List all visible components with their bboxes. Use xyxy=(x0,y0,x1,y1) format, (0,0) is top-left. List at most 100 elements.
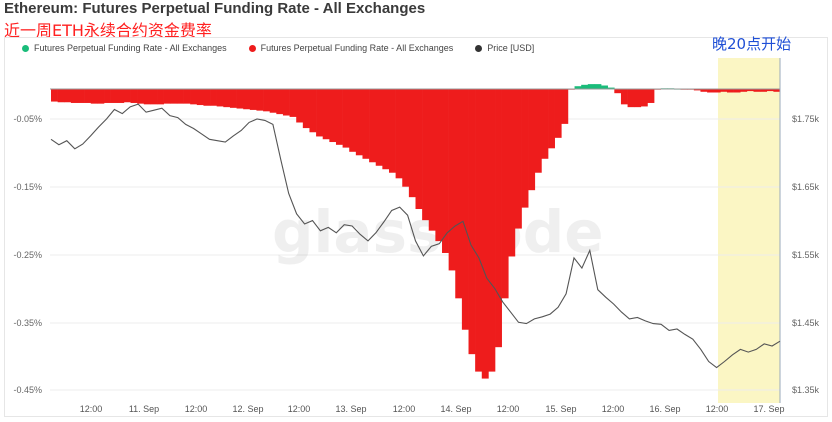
funding-bar xyxy=(362,89,370,159)
funding-bar xyxy=(554,89,562,138)
funding-bar xyxy=(740,89,748,92)
right-tick-label: $1.45k xyxy=(792,318,820,328)
funding-bar xyxy=(760,89,768,92)
funding-bar xyxy=(143,89,151,105)
funding-bar xyxy=(84,89,92,103)
funding-bar xyxy=(561,89,569,124)
funding-bar xyxy=(455,89,463,299)
funding-bar xyxy=(57,89,65,103)
funding-bar xyxy=(647,89,655,103)
grid xyxy=(50,118,780,391)
funding-bar xyxy=(422,89,430,221)
funding-bar xyxy=(196,89,204,106)
x-tick-label: 15. Sep xyxy=(545,404,576,414)
funding-bar xyxy=(289,89,297,117)
funding-bar xyxy=(415,89,423,210)
funding-bar xyxy=(534,89,542,173)
funding-bar xyxy=(607,87,615,89)
x-tick-label: 14. Sep xyxy=(440,404,471,414)
funding-bar xyxy=(335,89,343,145)
funding-bar xyxy=(229,89,237,108)
funding-bar xyxy=(309,89,317,133)
funding-bar xyxy=(170,89,178,104)
legend-dot-icon xyxy=(248,44,256,52)
x-axis: 12:00 11. Sep 12:00 12. Sep 12:00 13. Sep 12:0… xyxy=(80,404,785,414)
funding-bar xyxy=(183,89,191,104)
funding-bar xyxy=(408,89,416,198)
funding-bar xyxy=(495,89,502,348)
annotation-callout: 晚20点开始 xyxy=(712,35,792,53)
funding-bar xyxy=(720,89,728,92)
right-tick-label: $1.35k xyxy=(792,385,820,395)
funding-bar xyxy=(249,89,257,110)
x-tick-label: 12:00 xyxy=(185,404,208,414)
funding-bar xyxy=(581,84,589,89)
funding-bar xyxy=(475,89,483,372)
left-tick-label: -0.05% xyxy=(13,114,42,124)
funding-bar xyxy=(302,89,310,129)
funding-bar xyxy=(117,89,125,103)
funding-bar xyxy=(528,89,536,191)
funding-bar xyxy=(123,89,131,103)
funding-bar xyxy=(349,89,357,152)
funding-bar xyxy=(521,89,529,208)
right-tick-label: $1.65k xyxy=(792,182,820,192)
funding-bar xyxy=(243,89,251,110)
left-tick-label: -0.15% xyxy=(13,182,42,192)
funding-bar xyxy=(773,89,781,92)
funding-bar xyxy=(620,89,628,105)
funding-bar xyxy=(296,89,304,123)
funding-bar xyxy=(70,89,78,103)
x-tick-label: 16. Sep xyxy=(649,404,680,414)
funding-bar xyxy=(574,86,582,89)
legend-label: Price [USD] xyxy=(487,43,535,53)
funding-bar xyxy=(435,89,443,242)
funding-bar xyxy=(501,89,509,299)
funding-bar xyxy=(733,89,741,93)
funding-bar xyxy=(746,89,754,92)
x-tick-label: 11. Sep xyxy=(129,404,159,414)
right-axis: $1.75k $1.65k $1.55k $1.45k $1.35k xyxy=(792,114,820,395)
funding-bar xyxy=(508,89,516,257)
legend-dot-icon xyxy=(475,44,483,52)
funding-bar xyxy=(693,89,701,91)
funding-bar xyxy=(700,89,708,92)
legend-item-funding-negative[interactable]: Futures Perpetual Funding Rate - All Exc… xyxy=(248,43,453,53)
left-tick-label: -0.35% xyxy=(13,318,42,328)
funding-bar xyxy=(97,89,105,104)
funding-bar xyxy=(382,89,390,170)
funding-bar xyxy=(157,89,164,105)
funding-bar xyxy=(587,84,595,89)
funding-bar xyxy=(594,84,602,89)
chart-subtitle: 近一周ETH永续合约资金费率 xyxy=(4,21,212,40)
chart-title: Ethereum: Futures Perpetual Funding Rate… xyxy=(4,0,426,17)
funding-bar xyxy=(137,89,145,104)
funding-bar xyxy=(640,89,648,107)
funding-bar xyxy=(369,89,377,163)
funding-bar xyxy=(707,89,715,93)
funding-bar xyxy=(210,89,217,106)
right-tick-label: $1.55k xyxy=(792,250,820,260)
legend[interactable]: Futures Perpetual Funding Rate - All Exc… xyxy=(22,43,534,53)
funding-bar xyxy=(329,89,337,143)
funding-bar xyxy=(163,89,171,104)
funding-bar xyxy=(269,89,277,113)
legend-item-price[interactable]: Price [USD] xyxy=(475,43,534,53)
funding-bar xyxy=(77,89,85,103)
funding-bar xyxy=(375,89,383,166)
left-axis: -0.05% -0.15% -0.25% -0.35% -0.45% xyxy=(13,114,42,395)
funding-bar xyxy=(104,89,111,103)
x-tick-label: 12:00 xyxy=(288,404,311,414)
funding-bar xyxy=(388,89,396,173)
funding-bar xyxy=(448,89,456,271)
funding-bar xyxy=(514,89,522,229)
funding-bar xyxy=(753,89,761,92)
x-tick-label: 12:00 xyxy=(497,404,520,414)
funding-bar xyxy=(276,89,284,115)
funding-bar xyxy=(442,89,449,253)
funding-bar xyxy=(468,89,476,355)
funding-bar xyxy=(51,89,58,102)
funding-bar xyxy=(216,89,224,107)
legend-item-funding-positive[interactable]: Futures Perpetual Funding Rate - All Exc… xyxy=(22,43,227,53)
funding-bar xyxy=(203,89,211,106)
